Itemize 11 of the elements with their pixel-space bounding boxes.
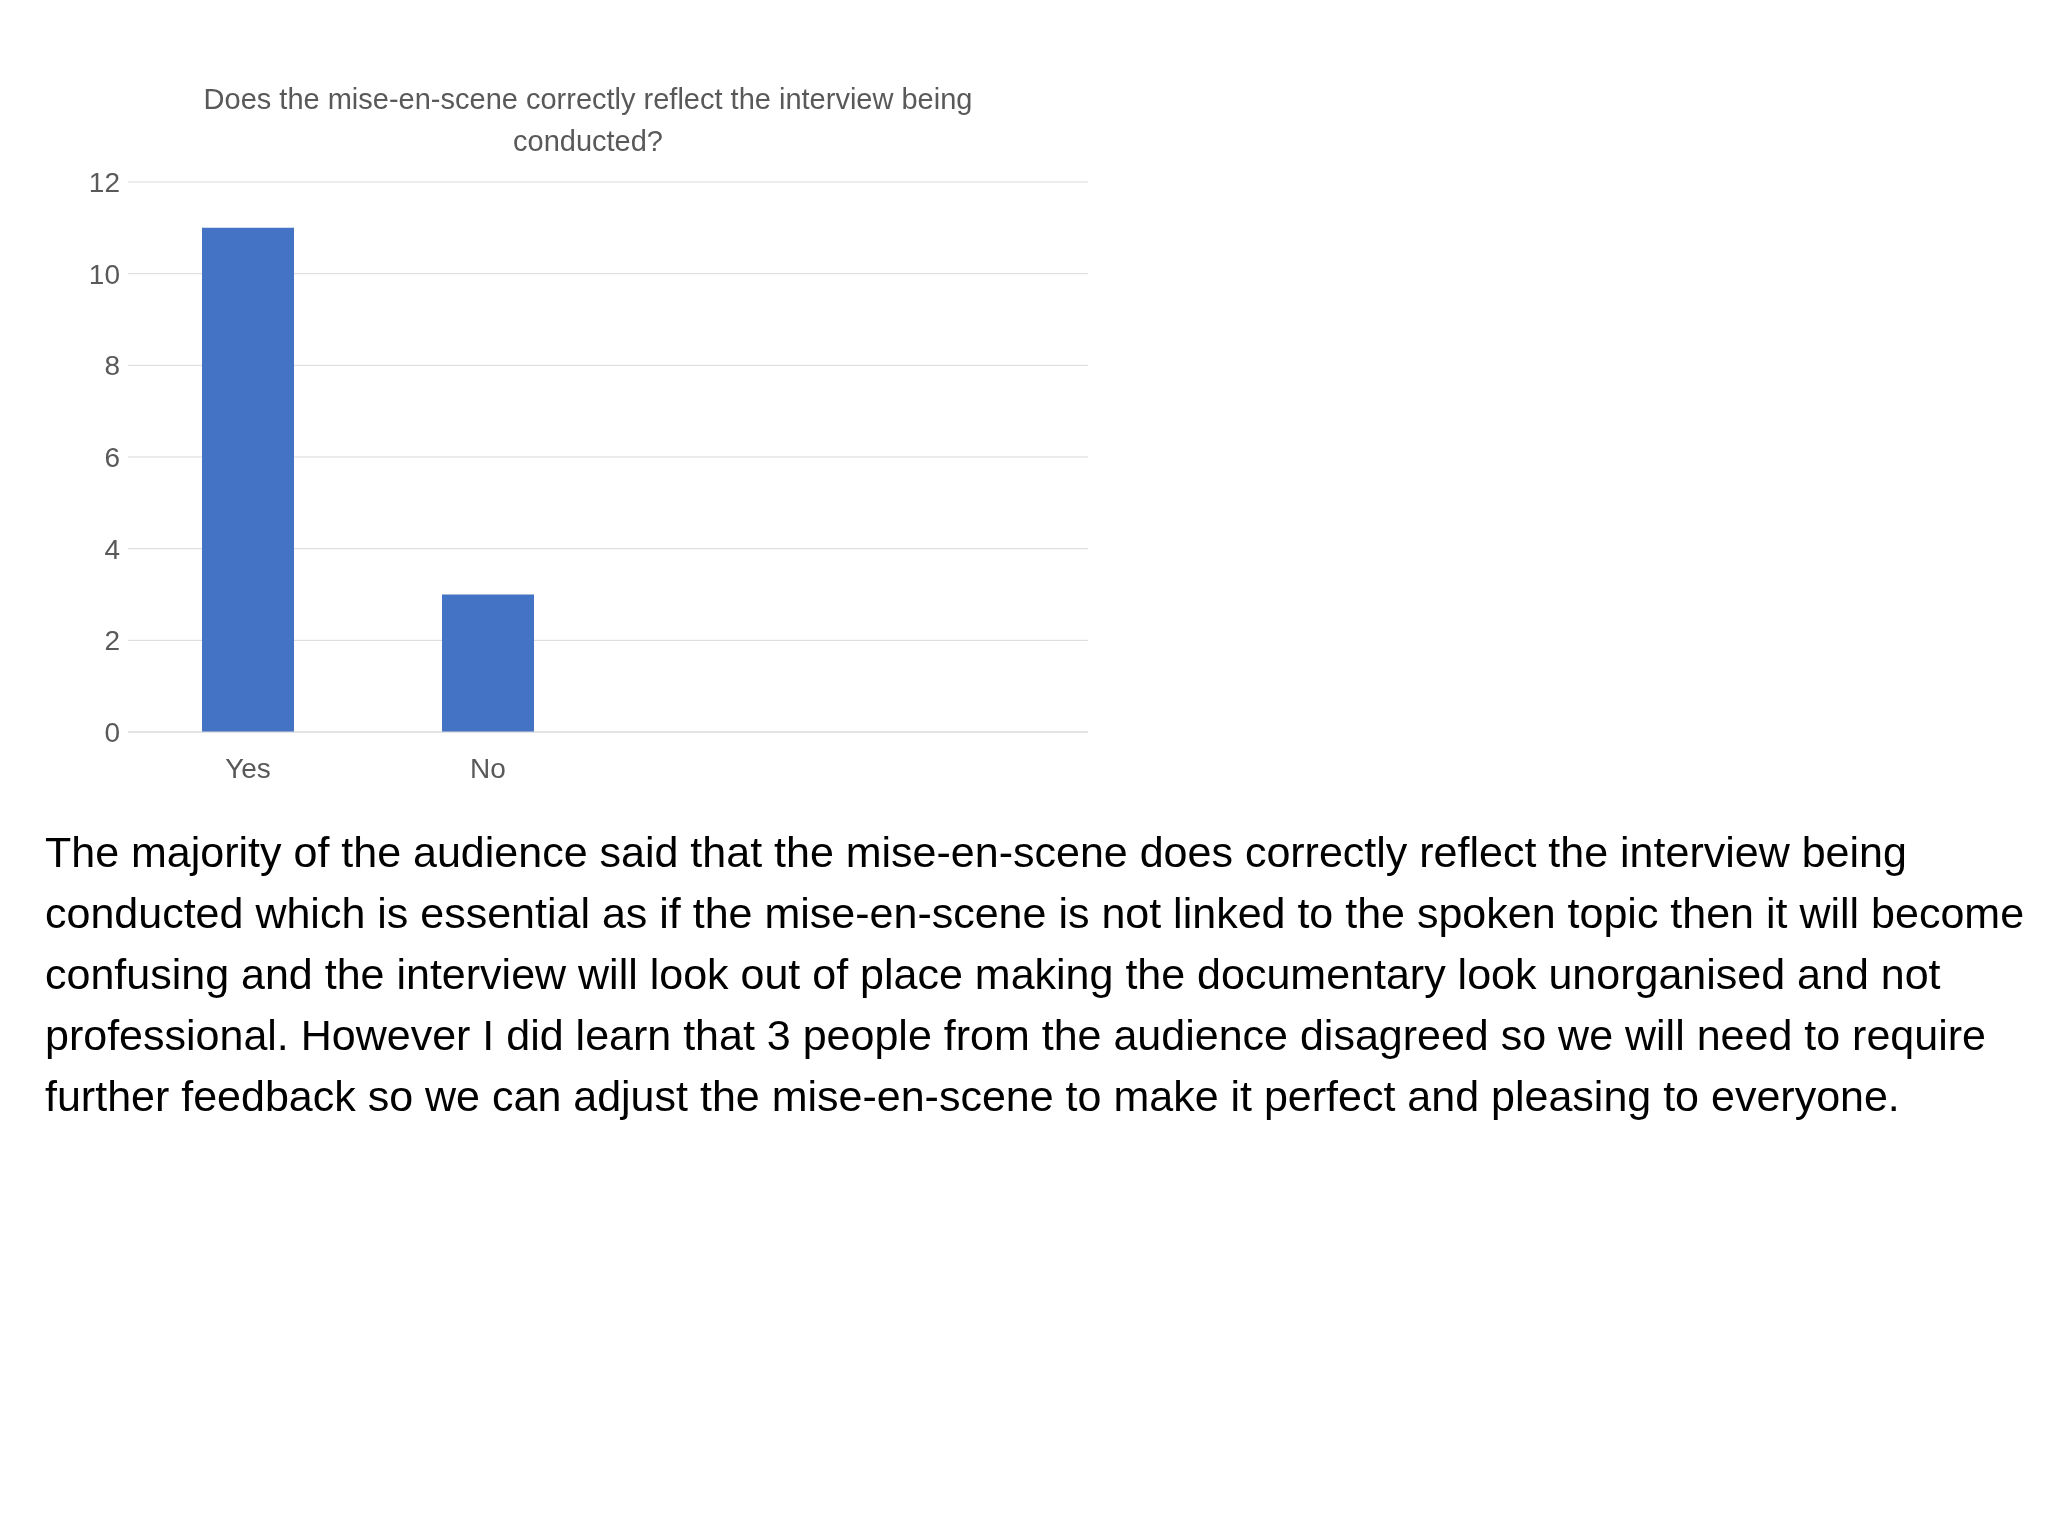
chart-title: Does the mise-en-scene correctly reflect the interview being conducted?	[202, 82, 974, 159]
y-tick-label: 4	[104, 533, 120, 565]
x-tick-label: No	[470, 752, 506, 784]
y-tick-label: 12	[88, 166, 120, 198]
y-tick-label: 10	[88, 258, 120, 290]
x-tick-label: Yes	[225, 752, 271, 784]
y-tick-label: 8	[104, 350, 120, 382]
text: The majority of the audience said that the mise-en-scene does correctly reflect the interview being conducted which is essential as if the mise-en-scene is not linked to the spoken topic then it will become confusing and the interview will look out of place making the documentary look unorganised and not professional. However I did learn that 3 people from the audience disagreed so we will need to require further feedback so we can adjust the mise-en-scene to make it perfect and pleasing to everyone.	[45, 827, 2025, 1122]
y-tick-label: 2	[104, 625, 120, 657]
y-tick-label: 6	[104, 441, 120, 473]
y-tick-label: 0	[104, 716, 120, 748]
